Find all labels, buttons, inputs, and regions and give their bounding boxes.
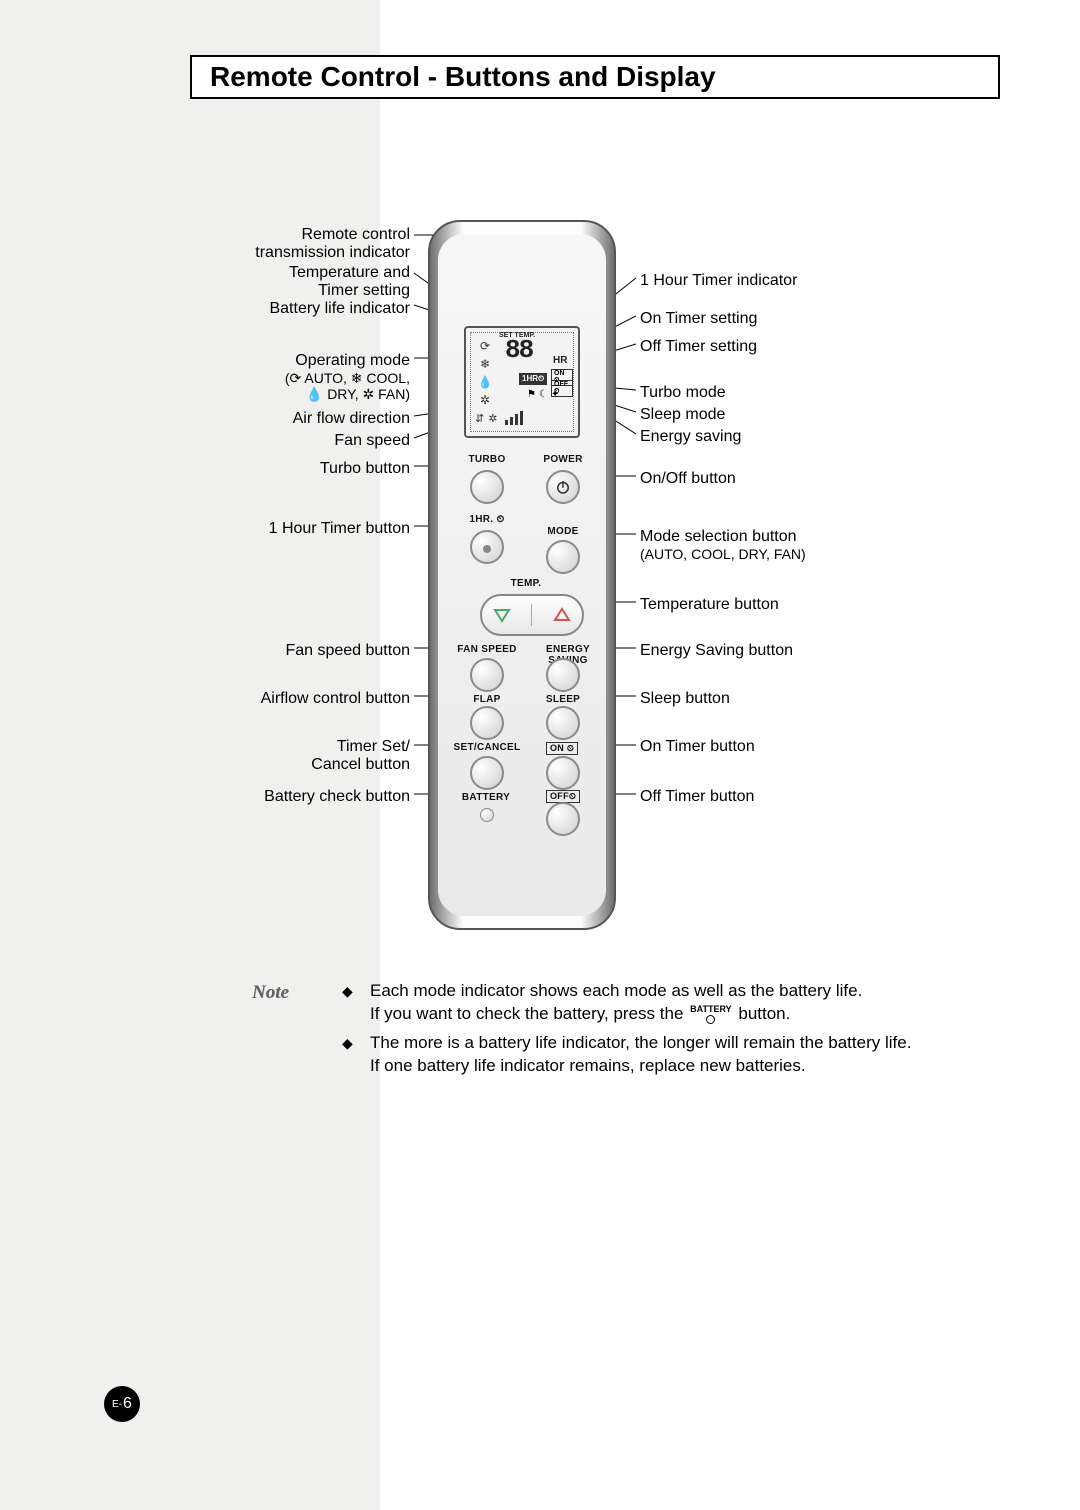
label-temp_btn: Temperature button — [640, 596, 779, 614]
display-extra-icons: ⚑ ☾ ✦ — [527, 389, 559, 400]
on-timer-button[interactable] — [546, 756, 580, 790]
battery-inline-icon: BATTERY — [690, 1005, 732, 1024]
remote-face: SET TEMP. ⟳ ❄ 💧 ✲ 88 HR 1HR⏲ ON ⏲ OFF⏲ — [438, 234, 606, 916]
display-mode-icons: ⟳ ❄ 💧 ✲ — [477, 339, 497, 407]
note-1-line-2b: button. — [738, 1004, 790, 1023]
sublabel-operating_mode: (⟳ AUTO, ❄ COOL,💧 DRY, ✲ FAN) — [285, 370, 410, 402]
note-2-line-1: The more is a battery life indicator, th… — [370, 1033, 911, 1052]
label-energy_saving: Energy saving — [640, 428, 741, 446]
sublabel-mode_sel: (AUTO, COOL, DRY, FAN) — [640, 546, 806, 562]
label-sleep_mode: Sleep mode — [640, 406, 725, 424]
sleep-label: SLEEP — [538, 694, 588, 705]
on-label: ON ⏲ — [546, 742, 578, 755]
page-title: Remote Control - Buttons and Display — [210, 61, 716, 93]
fan-speed-label: FAN SPEED — [452, 644, 522, 655]
label-fan_speed_btn: Fan speed button — [285, 642, 410, 660]
page-number-badge: E-6 — [104, 1386, 140, 1422]
energy-saving-button[interactable] — [546, 658, 580, 692]
label-airflow_ctrl_btn: Airflow control button — [261, 690, 410, 708]
sleep-mode-icon: ☾ — [539, 389, 548, 400]
flap-button[interactable] — [470, 706, 504, 740]
turbo-label: TURBO — [462, 454, 512, 465]
title-bar: Remote Control - Buttons and Display — [190, 55, 1000, 99]
mode-button[interactable] — [546, 540, 580, 574]
energy-icon: ✦ — [551, 389, 559, 400]
note-2-line-2: If one battery life indicator remains, r… — [370, 1056, 806, 1075]
bullet-diamond-icon: ◆ — [342, 1032, 360, 1078]
remote-body: SET TEMP. ⟳ ❄ 💧 ✲ 88 HR 1HR⏲ ON ⏲ OFF⏲ — [428, 220, 616, 930]
label-fan_speed: Fan speed — [334, 432, 410, 450]
label-mode_sel: Mode selection button(AUTO, COOL, DRY, F… — [640, 528, 806, 562]
label-off_timer_set: Off Timer setting — [640, 338, 757, 356]
label-1hr_btn: 1 Hour Timer button — [269, 520, 410, 538]
fan-speed-icon: ✲ — [488, 412, 497, 425]
note-1-line-1: Each mode indicator shows each mode as w… — [370, 981, 862, 1000]
airflow-icon: ⇵ — [475, 412, 484, 425]
label-temp_timer: Temperature andTimer setting — [289, 264, 410, 301]
temp-up-icon — [552, 605, 572, 625]
set-cancel-label: SET/CANCEL — [452, 742, 522, 753]
label-airflow_dir: Air flow direction — [293, 410, 410, 428]
off-timer-button[interactable] — [546, 802, 580, 836]
remote-diagram: SET TEMP. ⟳ ❄ 💧 ✲ 88 HR 1HR⏲ ON ⏲ OFF⏲ — [190, 210, 950, 940]
auto-icon: ⟳ — [477, 339, 493, 353]
power-button[interactable] — [546, 470, 580, 504]
display-hr: HR — [553, 355, 567, 366]
turbo-button[interactable] — [470, 470, 504, 504]
label-turbo_mode: Turbo mode — [640, 384, 726, 402]
note-1-line-2a: If you want to check the battery, press … — [370, 1004, 688, 1023]
page-num: 6 — [123, 1395, 132, 1413]
bullet-diamond-icon: ◆ — [342, 980, 360, 1026]
label-1hr_ind: 1 Hour Timer indicator — [640, 272, 797, 290]
label-transmission: Remote controltransmission indicator — [255, 226, 410, 263]
temp-button[interactable] — [480, 594, 584, 636]
battery-button[interactable] — [480, 808, 494, 822]
remote-display: SET TEMP. ⟳ ❄ 💧 ✲ 88 HR 1HR⏲ ON ⏲ OFF⏲ — [464, 326, 580, 438]
display-1hr-box: 1HR⏲ — [519, 373, 547, 385]
bars-icon — [505, 411, 523, 425]
note-item-1: Each mode indicator shows each mode as w… — [370, 980, 980, 1026]
page-prefix: E- — [112, 1399, 122, 1410]
temp-label: TEMP. — [498, 578, 554, 589]
power-label: POWER — [538, 454, 588, 465]
label-onoff_btn: On/Off button — [640, 470, 736, 488]
fan-speed-button[interactable] — [470, 658, 504, 692]
label-on_timer_set: On Timer setting — [640, 310, 757, 328]
label-battery_life: Battery life indicator — [269, 300, 410, 318]
label-timer_set_cancel: Timer Set/Cancel button — [311, 738, 410, 775]
sleep-button[interactable] — [546, 706, 580, 740]
dry-icon: 💧 — [477, 375, 493, 389]
label-sleep_btn: Sleep button — [640, 690, 730, 708]
label-energy_saving_btn: Energy Saving button — [640, 642, 793, 660]
label-off_timer_btn: Off Timer button — [640, 788, 754, 806]
note-item-2: The more is a battery life indicator, th… — [370, 1032, 980, 1078]
hr1-button[interactable] — [470, 530, 504, 564]
notes-section: Note ◆ Each mode indicator shows each mo… — [252, 980, 980, 1078]
label-on_timer_btn: On Timer button — [640, 738, 755, 756]
note-label: Note — [252, 980, 332, 1026]
fan-icon: ✲ — [477, 393, 493, 407]
mode-label: MODE — [538, 526, 588, 537]
label-operating_mode: Operating mode(⟳ AUTO, ❄ COOL,💧 DRY, ✲ F… — [285, 352, 410, 403]
flap-label: FLAP — [462, 694, 512, 705]
display-bottom-row: ⇵ ✲ — [475, 409, 569, 427]
battery-label: BATTERY — [458, 792, 514, 803]
temp-down-icon — [492, 605, 512, 625]
cool-icon: ❄ — [477, 357, 493, 371]
label-battery_check_btn: Battery check button — [264, 788, 410, 806]
hr1-label: 1HR. ⏲ — [462, 514, 512, 525]
display-digits: 88 — [505, 335, 532, 365]
set-cancel-button[interactable] — [470, 756, 504, 790]
turbo-mode-icon: ⚑ — [527, 389, 536, 400]
label-turbo_btn: Turbo button — [320, 460, 410, 478]
